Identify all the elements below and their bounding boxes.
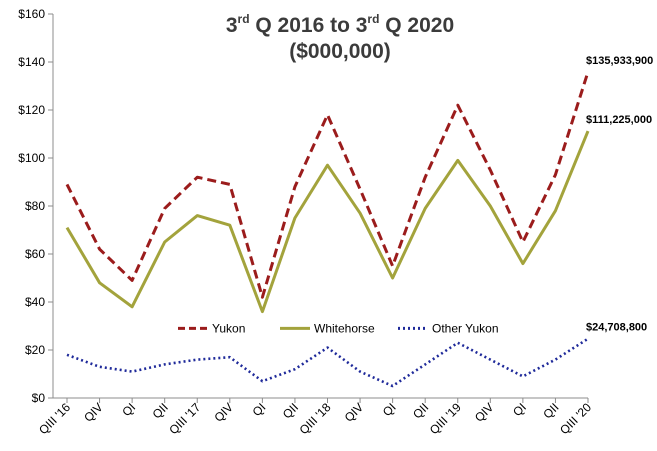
y-tick-label: $80 [25, 199, 45, 213]
x-tick-label: QI [510, 400, 529, 419]
title-part: Q 2016 to 3 [249, 14, 368, 37]
x-tick-label: QIII '19 [427, 400, 464, 437]
x-tick-label: QII [540, 400, 561, 421]
chart-title: 3rd Q 2016 to 3rd Q 2020 ($000,000) [190, 6, 490, 65]
legend-label: Other Yukon [432, 321, 499, 335]
y-tick-label: $40 [25, 295, 45, 309]
data-label: $24,708,800 [586, 322, 647, 334]
y-tick-label: $140 [18, 55, 45, 69]
x-tick-label: QII [150, 400, 171, 421]
data-label: $111,225,000 [586, 114, 652, 126]
x-tick-label: QIV [211, 400, 236, 425]
x-tick-label: QIII '16 [36, 400, 73, 437]
x-tick-label: QI [380, 400, 399, 419]
chart-title-line2: ($000,000) [289, 40, 391, 63]
legend-label: Yukon [212, 321, 245, 335]
x-tick-label: QII [410, 400, 431, 421]
title-sup: rd [237, 12, 250, 26]
title-part: Q 2020 [379, 14, 455, 37]
x-tick-label: QIII '20 [557, 400, 594, 437]
x-tick-label: QIII '17 [166, 400, 203, 437]
y-tick-label: $20 [25, 343, 45, 357]
x-tick-label: QIII '18 [297, 400, 334, 437]
chart-title-line1: 3rd Q 2016 to 3rd Q 2020 [190, 6, 490, 39]
x-tick-label: QI [250, 400, 269, 419]
data-label: $135,933,900 [586, 55, 653, 67]
series-line [65, 71, 590, 299]
x-tick-label: QI [119, 400, 138, 419]
title-part: 3 [225, 14, 238, 37]
y-tick-label: $0 [32, 391, 46, 405]
y-tick-label: $160 [18, 7, 45, 21]
y-tick-label: $120 [18, 103, 45, 117]
x-tick-label: QIV [342, 400, 367, 425]
title-sup: rd [367, 12, 380, 26]
y-tick-label: $100 [18, 151, 45, 165]
x-tick-label: QIV [81, 400, 106, 425]
x-tick-label: QII [280, 400, 301, 421]
x-tick-label: QIV [472, 400, 497, 425]
legend-label: Whitehorse [314, 321, 375, 335]
series-line [65, 130, 590, 314]
y-tick-label: $60 [25, 247, 45, 261]
series-line [66, 337, 589, 388]
